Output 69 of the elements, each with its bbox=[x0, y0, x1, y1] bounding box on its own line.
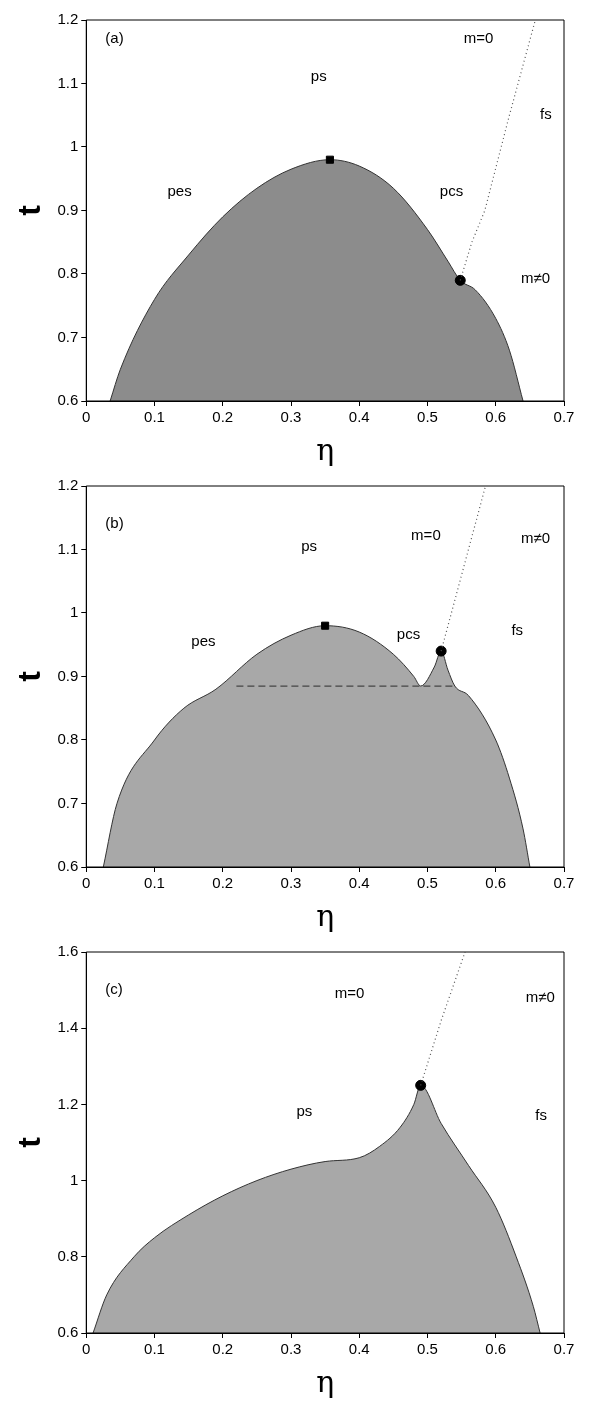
x-tick-label: 0.6 bbox=[485, 1340, 507, 1358]
x-tick-label: 0.3 bbox=[280, 874, 302, 892]
y-tick-label: 1.6 bbox=[57, 942, 79, 960]
x-tick-label: 0.7 bbox=[553, 874, 575, 892]
annotation: pes bbox=[191, 632, 216, 650]
annotation: m=0 bbox=[334, 984, 365, 1002]
annotation: ps bbox=[296, 1102, 313, 1120]
annotation: ps bbox=[301, 537, 318, 555]
x-tick-label: 0.1 bbox=[144, 408, 165, 426]
x-tick-label: 0 bbox=[82, 408, 91, 426]
y-tick-label: 1.2 bbox=[57, 10, 79, 28]
x-tick-label: 0.6 bbox=[485, 874, 507, 892]
annotation: pes bbox=[167, 181, 192, 199]
y-tick-label: 0.7 bbox=[57, 793, 79, 811]
annotation: m≠0 bbox=[525, 987, 555, 1005]
y-tick-label: 0.7 bbox=[57, 327, 79, 345]
y-axis-title: t bbox=[11, 204, 48, 216]
annotation: (b) bbox=[105, 514, 124, 532]
x-tick-label: 0 bbox=[82, 1340, 91, 1358]
annotation: m≠0 bbox=[521, 529, 551, 547]
annotation: m=0 bbox=[463, 29, 494, 47]
annotation: m=0 bbox=[411, 525, 441, 543]
annotation: (c) bbox=[105, 980, 123, 998]
y-tick-label: 0.9 bbox=[57, 666, 79, 684]
x-axis-title: η bbox=[316, 431, 335, 467]
annotation: fs bbox=[540, 105, 552, 123]
y-tick-label: 0.8 bbox=[57, 1246, 79, 1264]
x-tick-label: 0.4 bbox=[348, 874, 370, 892]
y-tick-label: 1.1 bbox=[57, 73, 79, 91]
x-tick-label: 0.3 bbox=[280, 1340, 302, 1358]
x-tick-label: 0.1 bbox=[144, 1340, 165, 1358]
annotation: pcs bbox=[439, 181, 464, 199]
x-axis-title: η bbox=[316, 1363, 335, 1399]
y-tick-label: 0.9 bbox=[57, 200, 79, 218]
x-tick-label: 0.5 bbox=[417, 1340, 438, 1358]
annotation: (a) bbox=[105, 29, 124, 47]
x-axis-title: η bbox=[316, 897, 335, 933]
y-tick-label: 0.8 bbox=[57, 264, 79, 282]
y-tick-label: 0.6 bbox=[57, 391, 79, 409]
annotation: pcs bbox=[396, 624, 421, 642]
x-tick-label: 0 bbox=[82, 874, 91, 892]
y-tick-label: 1 bbox=[69, 137, 79, 155]
y-tick-label: 1.4 bbox=[57, 1018, 79, 1036]
y-tick-label: 1.2 bbox=[57, 476, 79, 494]
annotation: fs bbox=[511, 620, 524, 638]
y-tick-label: 1.2 bbox=[57, 1094, 79, 1112]
annotation: fs bbox=[535, 1105, 548, 1123]
x-tick-label: 0.4 bbox=[348, 1340, 370, 1358]
y-tick-label: 0.8 bbox=[57, 730, 79, 748]
x-tick-label: 0.6 bbox=[485, 408, 507, 426]
x-tick-label: 0.7 bbox=[553, 1340, 575, 1358]
y-tick-label: 0.6 bbox=[57, 857, 79, 875]
annotation: m≠0 bbox=[521, 269, 551, 287]
x-tick-label: 0.5 bbox=[417, 408, 438, 426]
x-tick-label: 0.1 bbox=[144, 874, 165, 892]
y-axis-title: t bbox=[11, 1136, 48, 1148]
y-axis-title: t bbox=[11, 670, 48, 682]
y-tick-label: 1.1 bbox=[57, 539, 79, 557]
y-tick-label: 1 bbox=[69, 603, 79, 621]
x-tick-label: 0.3 bbox=[280, 408, 302, 426]
x-tick-label: 0.4 bbox=[348, 408, 370, 426]
x-tick-label: 0.5 bbox=[417, 874, 438, 892]
x-tick-label: 0.2 bbox=[212, 874, 234, 892]
x-tick-label: 0.7 bbox=[553, 408, 575, 426]
x-tick-label: 0.2 bbox=[212, 408, 234, 426]
x-tick-label: 0.2 bbox=[212, 1340, 234, 1358]
y-tick-label: 0.6 bbox=[57, 1323, 79, 1341]
y-tick-label: 1 bbox=[69, 1170, 79, 1188]
annotation: ps bbox=[310, 67, 327, 85]
